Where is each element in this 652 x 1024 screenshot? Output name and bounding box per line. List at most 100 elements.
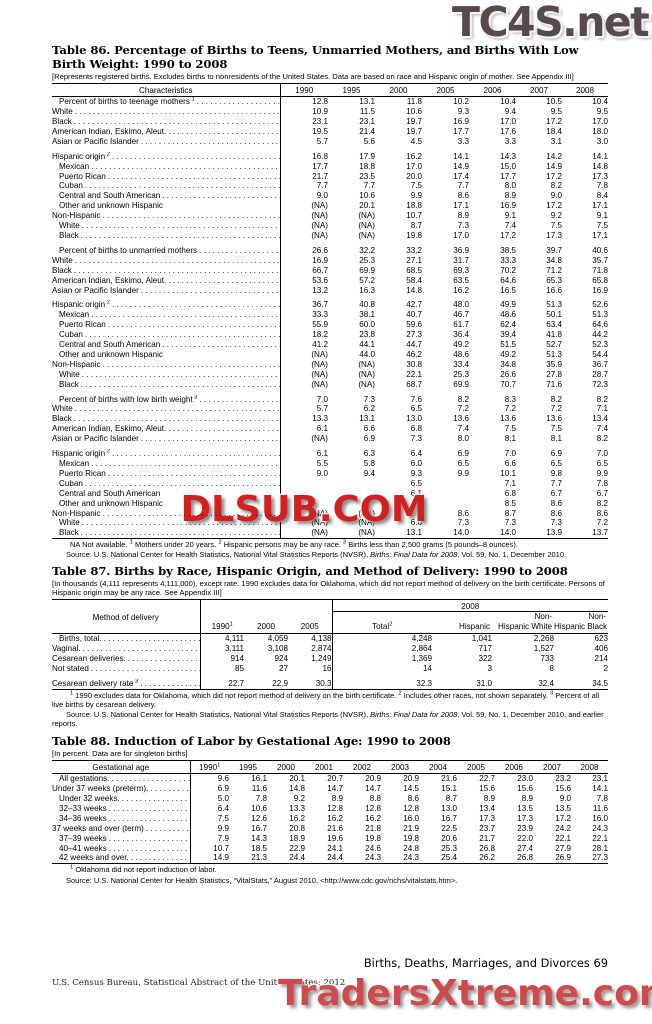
table-cell: 9.3 <box>457 107 469 117</box>
table-cell: 214 <box>594 654 609 664</box>
row-label: 37 weeks and over (term) <box>52 823 190 834</box>
table-86-title: Table 86. Percentage of Births to Teens,… <box>52 43 579 71</box>
table-cell: 17.1 <box>453 201 469 211</box>
table-cell: 6.5 <box>410 404 422 414</box>
table-cell: 6.5 <box>596 459 608 468</box>
table-row: Black(NA)(NA)19.817.017.217.317.1 <box>52 230 608 241</box>
table-88-col-2007: 2007 <box>533 760 571 775</box>
table-cell: 14.2 <box>546 151 562 161</box>
table-cell: 23.8 <box>359 330 375 340</box>
table-88-source: Source: U.S. National Center for Health … <box>52 876 608 885</box>
table-cell: 5.7 <box>279 404 328 415</box>
table-88: Gestational age 19901 1995 2000 2001 200… <box>52 760 608 865</box>
spacer-row <box>52 389 608 395</box>
table-cell: 8.6 <box>407 794 419 803</box>
table-cell: 15.0 <box>500 161 516 171</box>
table-cell: 19.8 <box>365 833 381 843</box>
table-cell: 12.8 <box>365 803 381 813</box>
fn-3-87: Percent of all live births by cesarean d… <box>52 690 600 709</box>
table-cell: 32.2 <box>359 245 375 255</box>
table-cell: 24.2 <box>555 823 571 833</box>
table-cell: 6.7 <box>550 488 562 498</box>
table-cell: 40.6 <box>592 245 608 255</box>
row-label: Percent of births to teenage mothers 1 <box>52 97 280 107</box>
table-87-stub-header: Method of delivery <box>52 599 200 634</box>
row-label: Central and South American <box>59 488 161 498</box>
table-cell: 21.3 <box>229 853 267 865</box>
table-cell: 4,111 <box>199 633 244 645</box>
table-88-headnote: [In percent. Data are for singleton birt… <box>52 749 188 759</box>
table-cell: 14.0 <box>469 528 516 540</box>
table-cell: 12.8 <box>279 96 328 108</box>
table-87-title: Table 87. Births by Race, Hispanic Origi… <box>52 563 568 578</box>
table-row: Puerto Rican21.7 23.5 20.0 17.4 17.7 17.2 17.3 <box>52 171 608 182</box>
table-cell: 63.4 <box>546 320 562 330</box>
row-label: Non-Hispanic <box>52 211 280 221</box>
table-cell: (NA) <box>279 359 328 370</box>
table-cell: 6.1 <box>410 488 422 498</box>
row-label: Puerto Rican <box>52 171 280 182</box>
table-row: Puerto Rican9.0 9.4 9.3 9.9 10.1 9.8 9.9 <box>52 468 608 479</box>
table-cell: 39.4 <box>500 330 516 340</box>
table-cell: 13.0 <box>441 803 457 813</box>
table-cell: 64.6 <box>500 275 516 285</box>
table-cell: 8.7 <box>504 508 516 518</box>
table-cell: 7.7 <box>363 181 375 191</box>
table-cell: 13.9 <box>516 528 562 540</box>
table-cell: 65.8 <box>592 275 608 285</box>
table-cell: 17.6 <box>500 126 516 136</box>
table-88-body: All gestations.9.6 16.1 20.1 20.7 20.9 20.9 21… <box>52 773 608 865</box>
row-label: 37–39 weeks <box>52 833 190 844</box>
source-lead-87: Source: U.S. National Center for Health … <box>66 710 371 720</box>
table-row: Central and South American41.2 44.1 44.7 49… <box>52 340 608 350</box>
table-cell: 6.3 <box>363 449 375 459</box>
table-cell: 69.9 <box>453 379 469 389</box>
row-label: Black <box>52 230 280 241</box>
table-cell: (NA) <box>279 211 328 222</box>
table-cell: (NA) <box>279 379 328 390</box>
table-cell: 13.6 <box>500 414 516 424</box>
table-cell: 24.4 <box>305 853 343 865</box>
table-cell: 7.8 <box>596 794 608 803</box>
table-cell: 13.3 <box>289 803 305 813</box>
table-88-header-row: Gestational age 19901 1995 2000 2001 200… <box>52 760 608 775</box>
table-cell: 33.3 <box>500 255 516 265</box>
row-label: White <box>52 255 280 266</box>
table-cell: 7.5 <box>504 424 516 434</box>
row-label: Black <box>52 265 280 276</box>
table-cell: 1,369 <box>331 654 433 664</box>
table-cell: 9.0 <box>550 191 562 201</box>
table-cell: 21.7 <box>279 171 328 182</box>
table-cell: 6.6 <box>363 424 375 434</box>
table-cell: 15.1 <box>441 784 457 794</box>
table-cell: 8.5 <box>504 498 516 508</box>
table-cell: 8.4 <box>596 191 608 201</box>
table-cell: 6.8 <box>504 488 516 498</box>
table-cell: 24.3 <box>381 853 419 865</box>
table-cell: 15.6 <box>517 784 533 794</box>
table-cell: 4,059 <box>267 634 288 644</box>
table-row: Black(NA)(NA)13.114.014.013.913.7 <box>52 528 608 540</box>
table-cell <box>279 488 328 499</box>
row-label: Non-Hispanic <box>52 359 280 370</box>
table-cell: 8.6 <box>457 191 469 201</box>
row-label: Non-Hispanic <box>52 508 280 519</box>
table-row: Under 32 weeks.5.0 7.8 9.2 8.9 8.8 8.6 8.7 8.9 8… <box>52 794 608 804</box>
row-label: Puerto Rican <box>52 320 280 330</box>
table-cell: 17.0 <box>453 230 469 240</box>
table-cell: 322 <box>478 654 493 664</box>
table-cell: 19.8 <box>403 833 419 843</box>
table-cell: 63.5 <box>453 275 469 285</box>
table-cell: 17.1 <box>592 230 608 240</box>
table-88-col-2008: 2008 <box>571 760 608 775</box>
table-cell: 10.4 <box>500 97 516 107</box>
table-cell: 18.9 <box>289 833 305 843</box>
table-cell: (NA) <box>358 369 375 379</box>
table-cell: 7.3 <box>457 221 469 231</box>
table-cell: 7.4 <box>504 221 516 231</box>
row-label: Asian or Pacific Islander <box>52 285 280 296</box>
table-row: Black(NA)(NA)68.769.970.771.672.3 <box>52 379 608 390</box>
table-row: 37 weeks and over (term)9.9 16.7 20.8 21.6 2… <box>52 823 608 834</box>
table-cell: 17.3 <box>517 813 533 823</box>
